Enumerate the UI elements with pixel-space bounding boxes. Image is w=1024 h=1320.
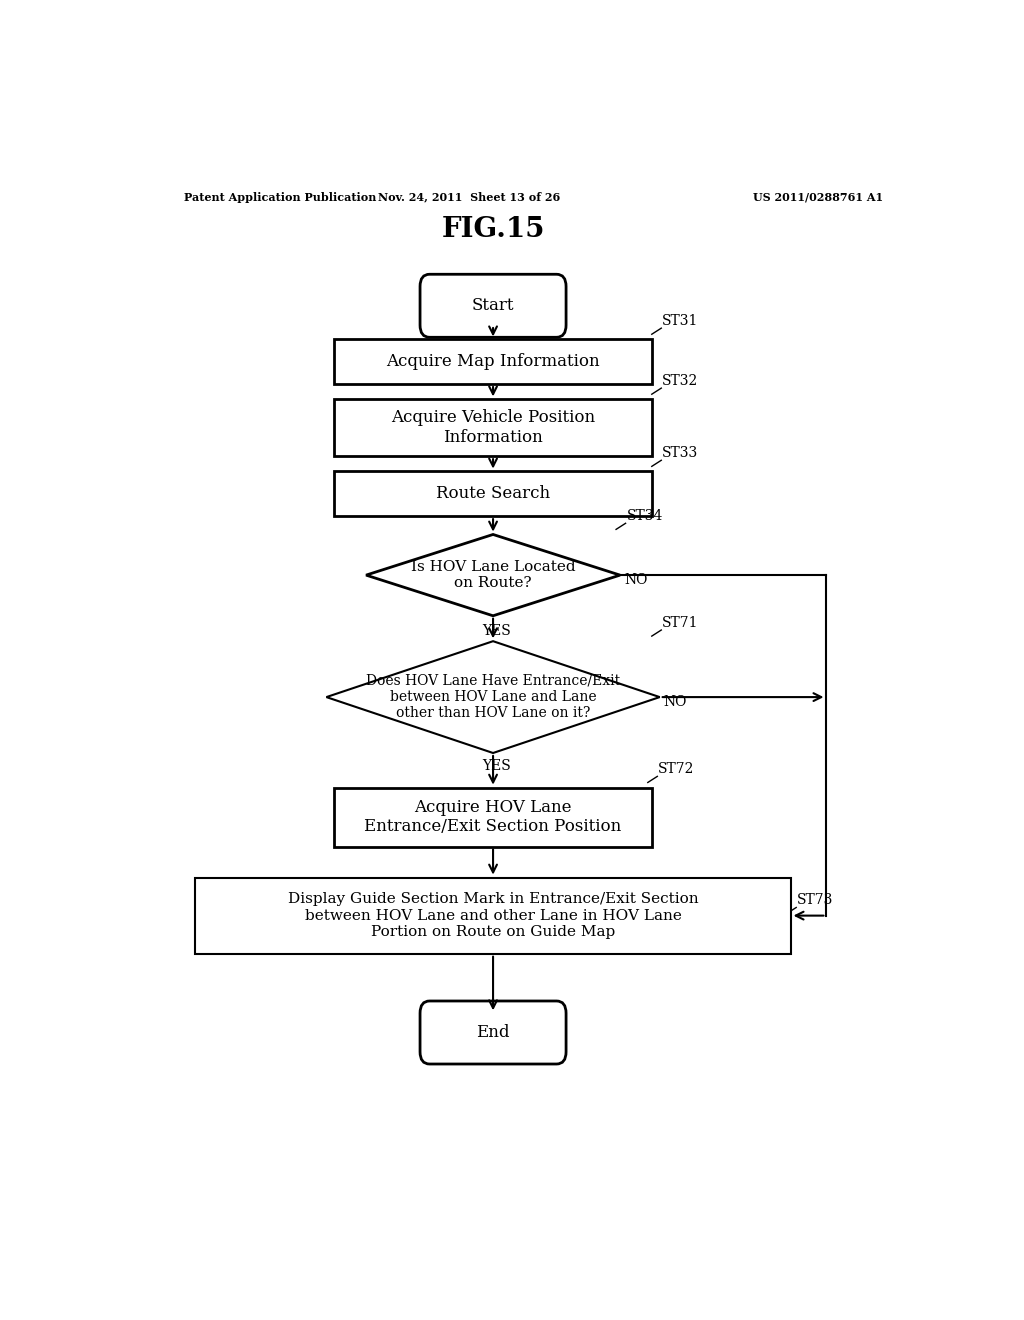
Text: Acquire Vehicle Position
Information: Acquire Vehicle Position Information [391,409,595,446]
Text: YES: YES [482,624,511,638]
Text: ST34: ST34 [627,510,663,523]
Text: Nov. 24, 2011  Sheet 13 of 26: Nov. 24, 2011 Sheet 13 of 26 [378,191,560,202]
Text: End: End [476,1024,510,1041]
Text: Display Guide Section Mark in Entrance/Exit Section
between HOV Lane and other L: Display Guide Section Mark in Entrance/E… [288,892,698,939]
Text: ST72: ST72 [658,763,694,776]
Text: ST73: ST73 [797,894,834,907]
Bar [334,788,652,846]
Polygon shape [367,535,620,616]
Text: FIG.15: FIG.15 [441,216,545,243]
Text: NO: NO [624,573,647,587]
Bar [334,471,652,516]
Text: ST32: ST32 [663,374,698,388]
FancyBboxPatch shape [420,1001,566,1064]
Text: NO: NO [664,696,687,709]
Polygon shape [327,642,659,752]
Bar [334,339,652,384]
Text: Route Search: Route Search [436,486,550,503]
Text: Does HOV Lane Have Entrance/Exit
between HOV Lane and Lane
other than HOV Lane o: Does HOV Lane Have Entrance/Exit between… [366,675,621,721]
Text: YES: YES [482,759,511,774]
Text: US 2011/0288761 A1: US 2011/0288761 A1 [754,191,884,202]
FancyBboxPatch shape [420,275,566,338]
Bar [196,878,791,954]
Text: Acquire Map Information: Acquire Map Information [386,354,600,370]
Text: Patent Application Publication: Patent Application Publication [183,191,376,202]
Bar [334,399,652,457]
Text: ST31: ST31 [663,314,698,329]
Text: ST71: ST71 [663,616,698,630]
Text: Start: Start [472,297,514,314]
Text: ST33: ST33 [663,446,698,461]
Text: Acquire HOV Lane
Entrance/Exit Section Position: Acquire HOV Lane Entrance/Exit Section P… [365,799,622,836]
Text: Is HOV Lane Located
on Route?: Is HOV Lane Located on Route? [411,560,575,590]
